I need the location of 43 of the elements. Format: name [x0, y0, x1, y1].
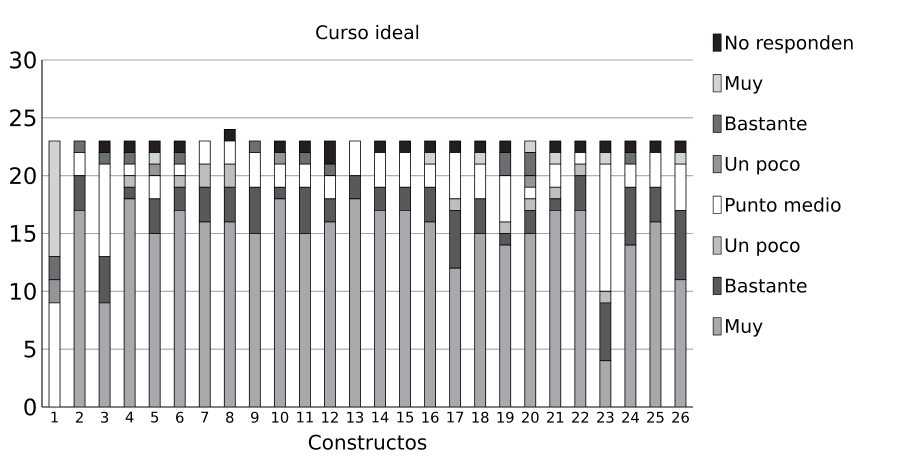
chart-title: Curso ideal: [316, 24, 418, 40]
x-tick-label: 1: [51, 412, 58, 422]
x-tick-label: 19: [497, 412, 514, 423]
y-tick-label: 20: [10, 167, 36, 184]
legend-label: Muy: [726, 76, 763, 94]
x-tick-label: 16: [422, 412, 439, 423]
x-tick-label: 5: [151, 412, 158, 423]
y-tick-label: 25: [10, 109, 36, 126]
y-tick-label: 10: [10, 282, 36, 300]
x-tick-label: 7: [201, 412, 208, 422]
y-tick-label: 15: [10, 225, 36, 242]
x-tick-label: 4: [126, 412, 134, 422]
x-tick-label: 12: [322, 412, 338, 423]
legend-label: Punto medio: [726, 197, 841, 212]
legend-label: Muy: [726, 319, 763, 337]
x-tick-label: 13: [347, 412, 364, 423]
x-tick-label: 11: [297, 412, 313, 422]
x-tick-label: 18: [472, 412, 488, 423]
x-tick-label: 8: [226, 412, 234, 423]
x-tick-label: 6: [176, 412, 184, 423]
legend-label: Un poco: [726, 156, 800, 174]
x-tick-label: 9: [251, 412, 258, 423]
x-tick-label: 20: [522, 412, 539, 423]
y-tick-label: 30: [10, 51, 36, 69]
x-tick-label: 23: [597, 412, 614, 423]
x-tick-label: 15: [397, 412, 414, 423]
y-tick-label: 5: [24, 340, 36, 358]
x-tick-label: 26: [672, 412, 689, 423]
x-tick-label: 3: [101, 412, 108, 423]
y-tick-label: 0: [24, 398, 36, 416]
x-tick-label: 14: [372, 412, 389, 422]
x-tick-label: 22: [572, 412, 588, 423]
x-tick-label: 21: [547, 412, 564, 423]
legend-label: Bastante: [726, 116, 807, 130]
x-tick-label: 25: [647, 412, 664, 423]
x-tick-label: 17: [447, 412, 464, 422]
legend-label: No responden: [726, 35, 853, 54]
x-tick-label: 2: [76, 412, 83, 423]
legend-label: Bastante: [726, 278, 807, 293]
x-tick-label: 24: [622, 412, 639, 423]
legend-label: Un poco: [726, 238, 800, 256]
x-axis-title: Constructos: [308, 434, 426, 450]
x-tick-label: 10: [272, 412, 288, 423]
